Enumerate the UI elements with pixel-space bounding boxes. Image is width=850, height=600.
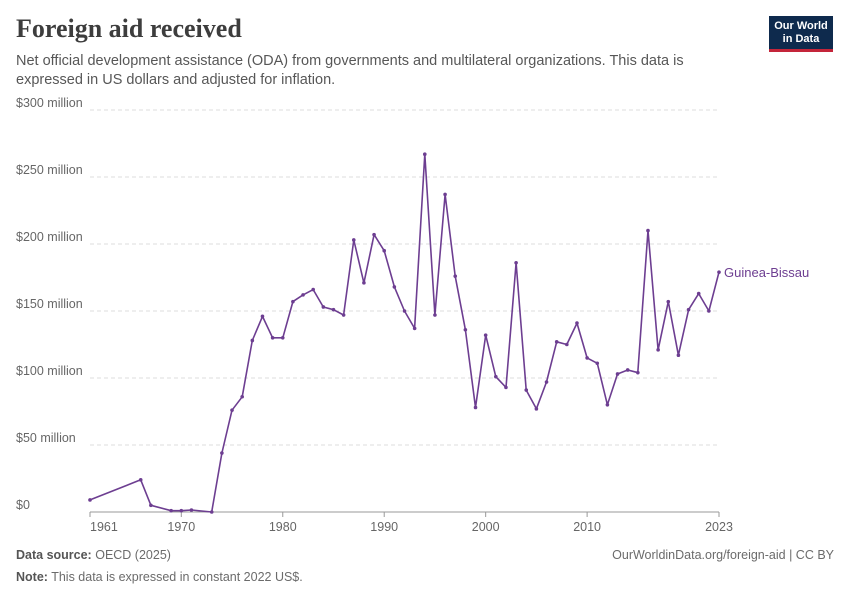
data-source-link[interactable]: OECD (2025) <box>95 548 171 562</box>
data-point[interactable] <box>209 510 214 514</box>
x-axis: 1961 1970 1980 1990 2000 2010 2023 <box>89 511 733 534</box>
logo-line-2: in Data <box>782 33 820 45</box>
data-point[interactable] <box>575 321 579 325</box>
data-point[interactable] <box>453 274 458 278</box>
data-point[interactable] <box>88 498 92 502</box>
data-point[interactable] <box>291 299 295 304</box>
data-point[interactable] <box>301 293 305 297</box>
data-point[interactable] <box>636 370 640 375</box>
data-point[interactable] <box>412 326 417 331</box>
data-point[interactable] <box>250 338 255 343</box>
data-point[interactable] <box>615 372 620 376</box>
data-source: Data source: OECD (2025) <box>16 548 171 562</box>
x-tick-label: 2000 <box>472 520 500 534</box>
url-license[interactable]: OurWorldinData.org/foreign-aid | CC BY <box>612 548 834 562</box>
y-tick-label: $50 million <box>16 431 76 445</box>
data-point[interactable] <box>270 336 275 340</box>
data-point[interactable] <box>686 307 691 312</box>
data-point[interactable] <box>169 508 173 513</box>
data-point[interactable] <box>422 152 427 157</box>
data-point[interactable] <box>341 313 346 317</box>
x-tick-label: 1970 <box>167 520 195 534</box>
data-source-label: Data source: <box>16 548 92 562</box>
note-label: Note: <box>16 570 48 584</box>
data-point[interactable] <box>463 327 468 332</box>
data-point[interactable] <box>331 307 336 312</box>
data-point[interactable] <box>494 374 498 379</box>
x-tick-label: 1990 <box>370 520 398 534</box>
data-point[interactable] <box>534 407 539 411</box>
x-tick-label: 2010 <box>573 520 601 534</box>
y-tick-label: $150 million <box>16 297 83 311</box>
data-point[interactable] <box>483 333 488 337</box>
series: Guinea-Bissau <box>88 152 809 514</box>
chart-note: Note: This data is expressed in constant… <box>16 570 303 584</box>
data-point[interactable] <box>443 192 447 197</box>
chart-title: Foreign aid received <box>16 14 242 43</box>
data-point[interactable] <box>666 299 671 304</box>
y-tick-label: $300 million <box>16 96 83 110</box>
data-point[interactable] <box>565 342 569 347</box>
data-point[interactable] <box>260 314 265 319</box>
data-point[interactable] <box>514 260 518 265</box>
data-point[interactable] <box>625 368 630 372</box>
data-point[interactable] <box>595 361 600 366</box>
data-point[interactable] <box>372 232 376 237</box>
data-point[interactable] <box>321 305 326 309</box>
x-tick-label: 1961 <box>90 520 118 534</box>
grid-lines <box>90 109 719 446</box>
y-tick-label: $0 <box>16 498 30 512</box>
data-point[interactable] <box>433 313 437 317</box>
data-point[interactable] <box>240 394 244 399</box>
data-point[interactable] <box>402 309 407 313</box>
data-point[interactable] <box>280 336 285 340</box>
y-tick-label: $250 million <box>16 163 83 177</box>
data-point[interactable] <box>676 353 681 358</box>
series-label: Guinea-Bissau <box>724 265 809 280</box>
data-point[interactable] <box>605 403 610 407</box>
x-tick-label: 1980 <box>269 520 297 534</box>
data-point[interactable] <box>656 348 660 352</box>
data-point[interactable] <box>585 356 589 360</box>
data-point[interactable] <box>544 380 549 384</box>
data-point[interactable] <box>473 405 478 410</box>
data-point[interactable] <box>554 340 559 344</box>
logo-line-1: Our World <box>774 20 828 32</box>
data-point[interactable] <box>179 508 184 513</box>
data-point[interactable] <box>230 408 234 412</box>
data-point[interactable] <box>646 228 650 233</box>
data-point[interactable] <box>382 248 387 253</box>
data-point[interactable] <box>524 388 529 392</box>
chart-subtitle: Net official development assistance (ODA… <box>16 53 684 88</box>
data-point[interactable] <box>362 281 366 285</box>
data-point[interactable] <box>392 285 397 289</box>
y-axis-ticks: $0 $50 million $100 million $150 million $20… <box>16 96 83 512</box>
data-point[interactable] <box>138 478 143 482</box>
owid-logo[interactable]: Our World in Data <box>769 16 833 52</box>
data-point[interactable] <box>220 451 224 455</box>
data-point[interactable] <box>707 309 711 313</box>
data-point[interactable] <box>189 508 194 512</box>
x-tick-label: 2023 <box>705 520 733 534</box>
y-tick-label: $200 million <box>16 230 83 244</box>
data-point[interactable] <box>696 291 701 296</box>
data-point[interactable] <box>149 503 153 508</box>
series-line <box>89 153 720 513</box>
data-point[interactable] <box>717 270 721 274</box>
data-point[interactable] <box>504 385 508 390</box>
y-tick-label: $100 million <box>16 364 83 378</box>
data-point[interactable] <box>311 287 315 292</box>
data-point[interactable] <box>351 238 356 242</box>
note-text: This data is expressed in constant 2022 … <box>51 570 303 584</box>
